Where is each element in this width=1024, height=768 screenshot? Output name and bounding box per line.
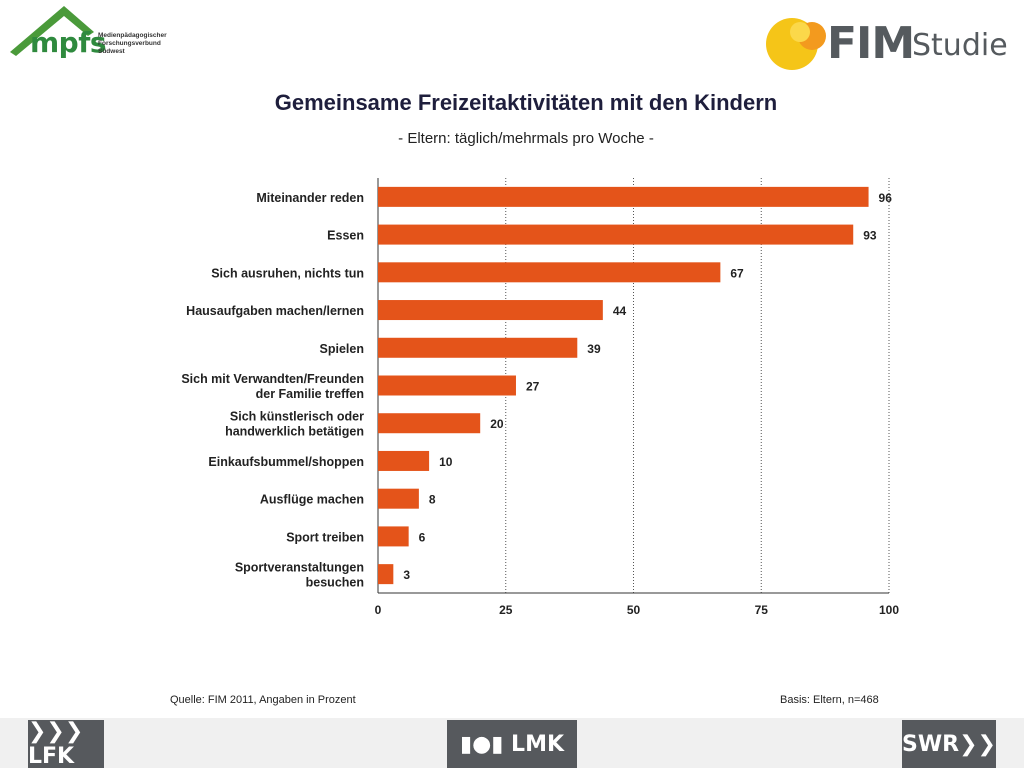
fim-studie-wordmark: Studie xyxy=(912,28,1008,63)
data-label: 8 xyxy=(429,493,436,507)
category-label: Einkaufsbummel/shoppen xyxy=(208,455,364,469)
category-label: Miteinander reden xyxy=(256,191,364,205)
bar xyxy=(378,450,430,471)
category-label: Essen xyxy=(327,229,364,243)
data-label: 27 xyxy=(526,380,540,394)
data-label: 93 xyxy=(863,229,877,243)
bar xyxy=(378,375,516,396)
tick-label: 75 xyxy=(755,603,769,617)
tick-label: 50 xyxy=(627,603,641,617)
bar-layer xyxy=(378,186,869,585)
source-note: Quelle: FIM 2011, Angaben in Prozent xyxy=(170,694,356,706)
data-label: 67 xyxy=(730,266,744,280)
tick-label: 100 xyxy=(879,603,899,617)
data-label: 6 xyxy=(419,530,426,544)
bar xyxy=(378,186,869,207)
category-label: Spielen xyxy=(320,342,364,356)
chart-subtitle: - Eltern: täglich/mehrmals pro Woche - xyxy=(398,130,654,147)
data-label: 39 xyxy=(587,342,601,356)
bar xyxy=(378,224,854,245)
label-layer: 96 Miteinander reden 93 Essen 67 Sich ausruhe… xyxy=(181,191,892,590)
category-label: Sich ausruhen, nichts tun xyxy=(211,266,364,280)
bar xyxy=(378,262,721,283)
fim-logo xyxy=(766,18,826,70)
data-label: 96 xyxy=(879,191,893,205)
category-label: Sich mit Verwandten/Freunden xyxy=(181,372,364,386)
tick-label: 25 xyxy=(499,603,513,617)
category-label: Ausflüge machen xyxy=(260,493,364,507)
bar xyxy=(378,564,394,585)
category-label: Sich künstlerisch oder xyxy=(230,410,364,424)
category-label: Hausaufgaben machen/lernen xyxy=(186,304,364,318)
category-label: Sportveranstaltungen xyxy=(235,561,364,575)
tick-label: 0 xyxy=(375,603,382,617)
category-label: besuchen xyxy=(306,576,364,590)
mpfs-wordmark: mpfs xyxy=(30,26,107,59)
bar xyxy=(378,526,409,547)
category-label: handwerklich betätigen xyxy=(225,425,364,439)
mpfs-subtitle-line: Forschungsverbund xyxy=(98,40,161,47)
bar xyxy=(378,300,603,321)
lmk-logo: ▮●▮ LMK xyxy=(447,720,577,768)
category-label: der Familie treffen xyxy=(256,387,364,401)
swr-logo: SWR❯❯ xyxy=(902,720,996,768)
category-label: Sport treiben xyxy=(286,530,364,544)
data-label: 10 xyxy=(439,455,453,469)
tick-layer: 0 25 50 75 100 xyxy=(375,603,900,617)
data-label: 44 xyxy=(613,304,627,318)
mpfs-logo xyxy=(10,6,94,56)
lfk-logo: ❯❯❯LFK xyxy=(28,719,104,768)
mpfs-subtitle-line: Medienpädagogischer xyxy=(98,32,167,39)
mpfs-subtitle: Medienpädagogischer Forschungsverbund Sü… xyxy=(98,32,167,56)
data-label: 3 xyxy=(403,568,410,582)
bar xyxy=(378,413,481,434)
mpfs-roof-icon xyxy=(10,6,94,56)
chart-title: Gemeinsame Freizeitaktivitäten mit den K… xyxy=(274,90,778,115)
fim-wordmark: FIM xyxy=(827,18,915,69)
bar xyxy=(378,337,578,358)
bar xyxy=(378,488,419,509)
mpfs-subtitle-line: Südwest xyxy=(98,48,125,55)
data-label: 20 xyxy=(490,417,504,431)
basis-note: Basis: Eltern, n=468 xyxy=(780,694,879,706)
